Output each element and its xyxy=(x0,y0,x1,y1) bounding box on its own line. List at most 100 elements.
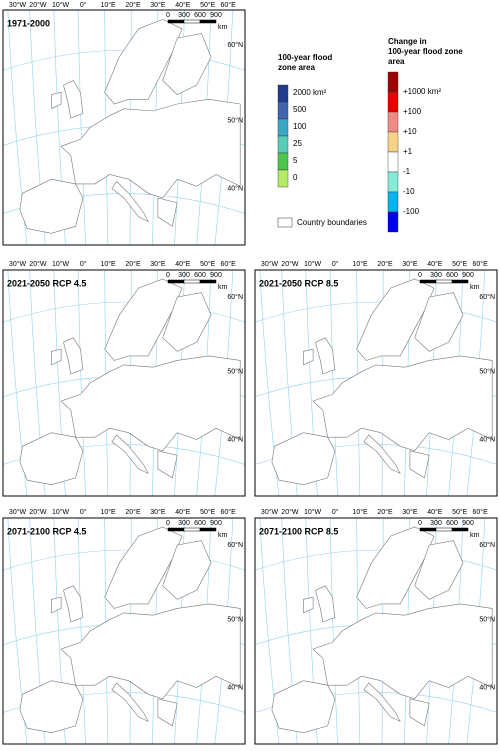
latitude-label: 50°N xyxy=(227,616,243,624)
legend-title: 100-year flood zone area xyxy=(278,53,332,72)
longitude-label: 50°E xyxy=(452,508,468,516)
longitude-label: 10°W xyxy=(304,260,322,268)
scale-label: 600 xyxy=(194,12,206,19)
legend-swatch xyxy=(387,131,399,153)
legend-label: +10 xyxy=(403,127,417,136)
longitude-label: 40°E xyxy=(427,508,443,516)
scale-label: 600 xyxy=(446,272,458,279)
meridian xyxy=(77,10,86,245)
longitude-label: 60°E xyxy=(220,508,236,516)
longitude-label: 60°E xyxy=(220,1,236,9)
meridian xyxy=(77,270,86,496)
longitude-label: 10°W xyxy=(52,260,70,268)
scale-unit: km xyxy=(470,284,480,291)
scale-unit: km xyxy=(218,24,228,31)
panel-frame xyxy=(254,269,498,497)
scale-label: 0 xyxy=(166,272,170,279)
country-outline xyxy=(19,680,84,734)
country-outline xyxy=(19,178,84,234)
scale-segment xyxy=(435,527,453,532)
latitude-label: 50°N xyxy=(227,368,243,376)
country-outline xyxy=(303,596,314,614)
longitude-label: 20°E xyxy=(125,508,141,516)
latitude-label: 40°N xyxy=(227,435,243,443)
scale-segment xyxy=(199,279,217,284)
country-outline xyxy=(111,682,149,723)
country-outline xyxy=(271,680,336,734)
longitude-label: 10°E xyxy=(352,508,368,516)
longitude-label: 30°E xyxy=(402,508,418,516)
country-outline xyxy=(63,585,84,623)
parallel xyxy=(3,549,245,571)
longitude-label: 10°W xyxy=(304,508,322,516)
map-panel xyxy=(255,270,497,496)
country-outline xyxy=(111,434,149,475)
parallel xyxy=(255,549,497,571)
scale-unit: km xyxy=(470,532,480,539)
scale-unit: km xyxy=(218,284,228,291)
parallel xyxy=(3,301,245,323)
boundary-swatch xyxy=(277,217,293,228)
longitude-label: 10°E xyxy=(100,1,116,9)
legend-title: Change in 100-year flood zone area xyxy=(388,37,463,66)
longitude-label: 20°E xyxy=(125,1,141,9)
scale-label: 600 xyxy=(446,520,458,527)
parallel xyxy=(255,301,497,323)
legend-swatch xyxy=(277,118,289,137)
legend-swatch xyxy=(387,171,399,193)
legend-label: +100 xyxy=(403,107,422,116)
legend-label: +1000 km² xyxy=(403,87,441,96)
scale-label: 300 xyxy=(178,272,190,279)
map-panel xyxy=(255,518,497,744)
country-outline xyxy=(60,603,241,700)
latitude-label: 60°N xyxy=(227,293,243,301)
country-outline xyxy=(157,197,178,227)
legend-swatch xyxy=(387,111,399,133)
longitude-label: 50°E xyxy=(200,260,216,268)
latitude-label: 60°N xyxy=(479,541,495,549)
panel-title: 2021-2050 RCP 4.5 xyxy=(7,278,86,288)
longitude-label: 40°E xyxy=(175,1,191,9)
scale-segment xyxy=(419,527,437,532)
latitude-label: 40°N xyxy=(479,683,495,691)
country-outline xyxy=(303,348,314,366)
scale-label: 600 xyxy=(194,272,206,279)
scale-segment xyxy=(435,279,453,284)
legend-swatch xyxy=(277,152,289,171)
country-outline xyxy=(162,540,212,600)
longitude-label: 20°W xyxy=(281,260,299,268)
legend-swatch xyxy=(277,84,289,103)
scale-label: 0 xyxy=(418,520,422,527)
country-outline xyxy=(271,432,336,486)
longitude-label: 30°W xyxy=(261,260,279,268)
scale-segment xyxy=(183,19,201,24)
legend-label: -10 xyxy=(403,187,415,196)
country-outline xyxy=(409,698,430,727)
country-outline xyxy=(51,596,62,614)
longitude-label: 50°E xyxy=(200,1,216,9)
longitude-label: 20°E xyxy=(125,260,141,268)
scale-label: 900 xyxy=(462,272,474,279)
legend-label: 2000 km² xyxy=(293,88,327,97)
latitude-label: 60°N xyxy=(479,293,495,301)
panel-title: 1971-2000 xyxy=(7,18,50,28)
country-outline xyxy=(414,292,464,352)
legend-swatch xyxy=(277,135,289,154)
map-panel xyxy=(3,518,245,744)
legend-swatch xyxy=(387,71,399,93)
scale-segment xyxy=(183,279,201,284)
longitude-label: 20°W xyxy=(29,1,47,9)
legend-swatch xyxy=(387,211,399,233)
scale-label: 600 xyxy=(194,520,206,527)
panel-title: 2071-2100 RCP 4.5 xyxy=(7,526,86,536)
panel-title: 2071-2100 RCP 8.5 xyxy=(259,526,338,536)
country-outline xyxy=(409,450,430,479)
longitude-label: 20°W xyxy=(281,508,299,516)
country-outline xyxy=(363,434,401,475)
country-outline xyxy=(162,292,212,352)
meridian xyxy=(329,270,338,496)
longitude-label: 0° xyxy=(80,1,87,9)
scale-unit: km xyxy=(218,532,228,539)
meridian xyxy=(77,518,86,744)
longitude-label: 30°W xyxy=(261,508,279,516)
